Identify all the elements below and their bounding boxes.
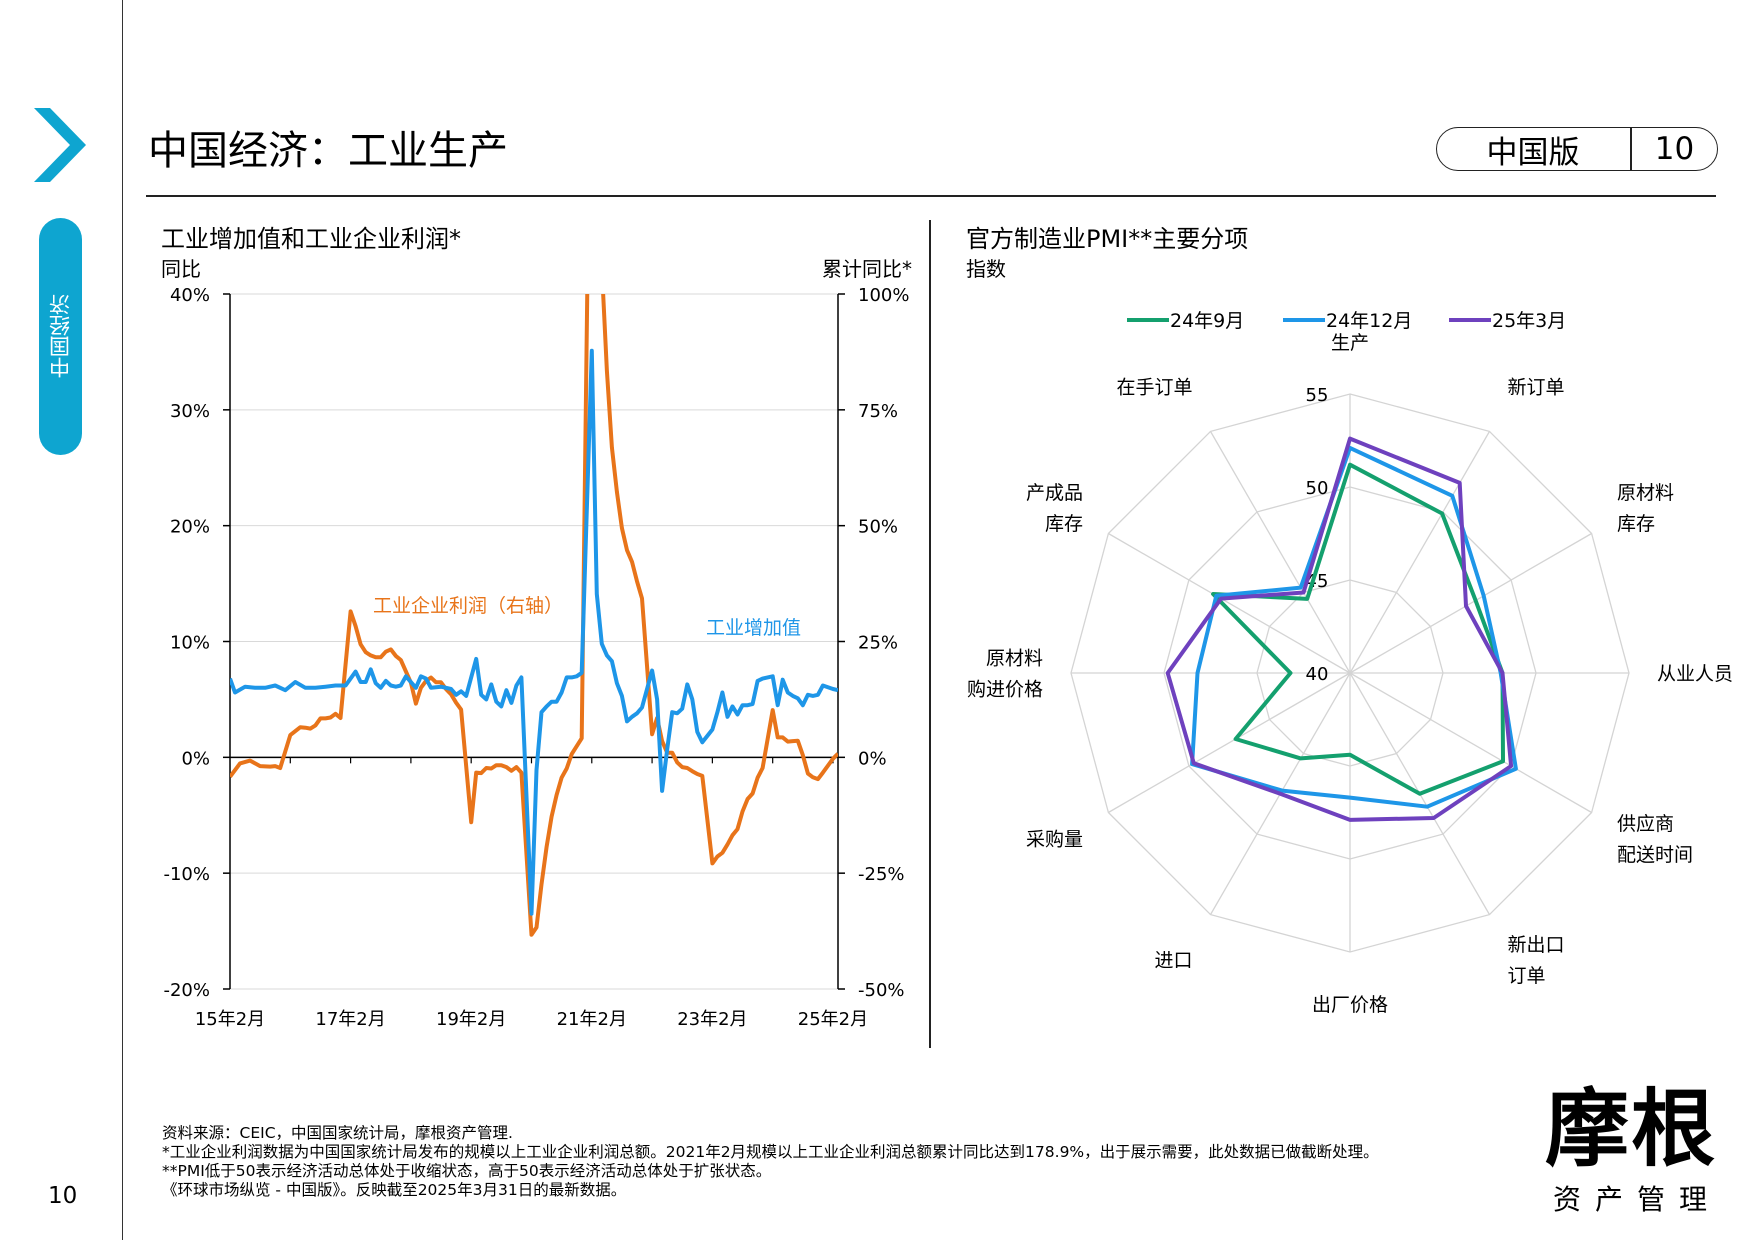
y2-tick-label: 50% [858,517,898,538]
panel-divider [929,220,931,1048]
line-chart-left-axis-label: 同比 [161,257,201,281]
radar-spoke [1209,431,1351,674]
y-tick-label: 10% [170,633,210,654]
radar-spoke [1108,672,1351,814]
x-tick-label: 25年2月 [798,1009,868,1030]
y2-tick-label: 100% [858,285,909,306]
radar-category-label: 新出口 [1508,934,1565,956]
radar-series-1 [1211,462,1505,796]
radar-series-2 [1190,445,1518,809]
radar-chart-axis-label: 指数 [966,257,1006,281]
radar-category-label: 出厂价格 [1312,994,1388,1016]
radar-tick-label: 40 [1306,664,1329,685]
y2-tick-label: -25% [858,864,905,885]
y2-tick-label: 0% [858,748,887,769]
line-chart-title: 工业增加值和工业企业利润* [161,225,461,253]
radar-spoke [1349,672,1592,814]
badge-divider [1630,128,1632,170]
y2-tick-label: 25% [858,633,898,654]
radar-category-label: 原材料 [986,648,1043,670]
radar-category-label: 供应商 [1617,813,1674,835]
radar-spoke [1349,532,1592,674]
radar-category-label: 进口 [1154,950,1192,972]
radar-tick-label: 50 [1306,478,1329,499]
radar-category-label: 生产 [1331,332,1369,354]
radar-category-label: 新订单 [1508,376,1565,398]
profit-series-label: 工业企业利润（右轴） [373,595,563,617]
radar-spoke [1108,532,1351,674]
radar-category-label: 订单 [1508,965,1546,987]
legend-label: 25年3月 [1492,310,1566,332]
x-tick-label: 15年2月 [195,1009,265,1030]
badge-page-number: 10 [1654,131,1695,167]
y-tick-label: 40% [170,285,210,306]
footnote-source: 资料来源：CEIC，中国国家统计局，摩根资产管理. [162,1124,513,1142]
x-tick-label: 23年2月 [677,1009,747,1030]
footnote-publication: 《环球市场纵览 - 中国版》。反映截至2025年3月31日的最新数据。 [162,1181,627,1199]
section-tab[interactable] [39,218,82,455]
radar-chart: 40455055生产新订单原材料库存从业人员供应商配送时间新出口订单出厂价格进口… [967,310,1733,1016]
footnote-pmi: **PMI低于50表示经济活动总体处于收缩状态，高于50表示经济活动总体处于扩张… [162,1162,772,1180]
series-line-value-added [230,348,838,916]
radar-chart-title: 官方制造业PMI**主要分项 [966,225,1249,253]
company-logo: 摩根 [1545,1079,1718,1178]
x-tick-label: 21年2月 [557,1009,627,1030]
radar-tick-label: 55 [1306,385,1329,406]
x-tick-label: 19年2月 [436,1009,506,1030]
legend-label: 24年9月 [1170,310,1244,332]
edition-badge [1436,127,1718,171]
radar-category-label: 采购量 [1026,829,1083,851]
y-tick-label: 20% [170,517,210,538]
series-line-profit [230,294,838,937]
y-tick-label: 0% [181,748,210,769]
y2-tick-label: -50% [858,980,905,1001]
y-tick-label: 30% [170,401,210,422]
page-number: 10 [48,1183,78,1209]
radar-category-label: 在手订单 [1116,376,1192,398]
legend-label: 24年12月 [1326,310,1412,332]
y-tick-label: -20% [163,980,210,1001]
radar-category-label: 购进价格 [967,679,1043,701]
line-chart: -20% -10% 0% 10% 20% 30% 40% -50% -25% 0% 25% 50% 75… [163,285,909,1030]
footnote-profit: *工业企业利润数据为中国国家统计局发布的规模以上工业企业利润总额。2021年2月… [162,1143,1379,1161]
radar-category-label: 从业人员 [1657,663,1733,685]
company-logo-subtitle: 资产管理 [1553,1183,1722,1216]
chevron-right-icon [34,108,86,182]
radar-category-label: 库存 [1617,513,1655,535]
radar-series-3 [1165,436,1514,822]
radar-category-label: 配送时间 [1617,844,1693,866]
x-tick-label: 17年2月 [315,1009,385,1030]
edition-label: 中国版 [1486,134,1580,171]
radar-category-label: 产成品 [1026,482,1083,504]
header-rule [146,195,1716,197]
line-chart-right-axis-label: 累计同比* [822,257,912,281]
radar-spoke [1349,431,1491,674]
page-title: 中国经济：工业生产 [148,128,508,174]
radar-category-label: 库存 [1045,513,1083,535]
footnotes: 资料来源：CEIC，中国国家统计局，摩根资产管理. *工业企业利润数据为中国国家… [162,1124,1379,1200]
y2-tick-label: 75% [858,401,898,422]
value-added-series-label: 工业增加值 [706,617,801,639]
left-margin-rule [122,0,123,1240]
y-tick-label: -10% [163,864,210,885]
radar-category-label: 原材料 [1617,482,1674,504]
